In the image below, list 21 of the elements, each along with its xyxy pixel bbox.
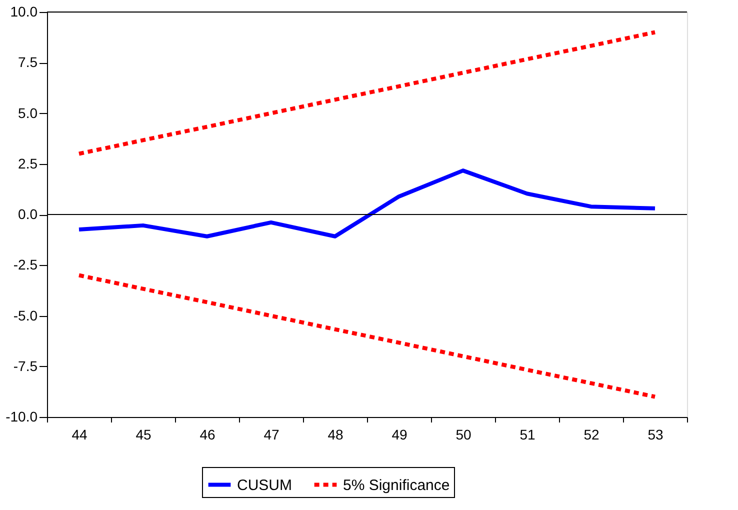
legend-label: 5% Significance [343, 476, 450, 494]
x-tick-label: 49 [392, 426, 408, 442]
legend-label: CUSUM [237, 476, 292, 494]
y-tick-label: -10.0 [6, 408, 38, 424]
y-tick-label: -5.0 [13, 307, 38, 324]
y-tick-label: 0.0 [18, 206, 38, 222]
x-tick-label: 44 [72, 426, 88, 442]
x-tick-label: 48 [328, 426, 344, 442]
y-tick-label: 10.0 [10, 4, 38, 20]
x-tick-label: 52 [584, 426, 600, 442]
x-tick-label: 47 [264, 426, 280, 442]
y-tick-label: 7.5 [18, 54, 38, 70]
y-tick-label: 5.0 [18, 104, 38, 121]
y-tick-label: -2.5 [13, 256, 38, 273]
x-tick-label: 45 [136, 426, 152, 442]
y-tick-label: -7.5 [13, 358, 38, 374]
y-tick-label: 2.5 [18, 155, 38, 172]
x-tick-label: 53 [648, 426, 664, 442]
x-tick-label: 50 [456, 426, 472, 442]
x-tick-label: 51 [520, 426, 536, 442]
x-tick-label: 46 [200, 426, 216, 442]
